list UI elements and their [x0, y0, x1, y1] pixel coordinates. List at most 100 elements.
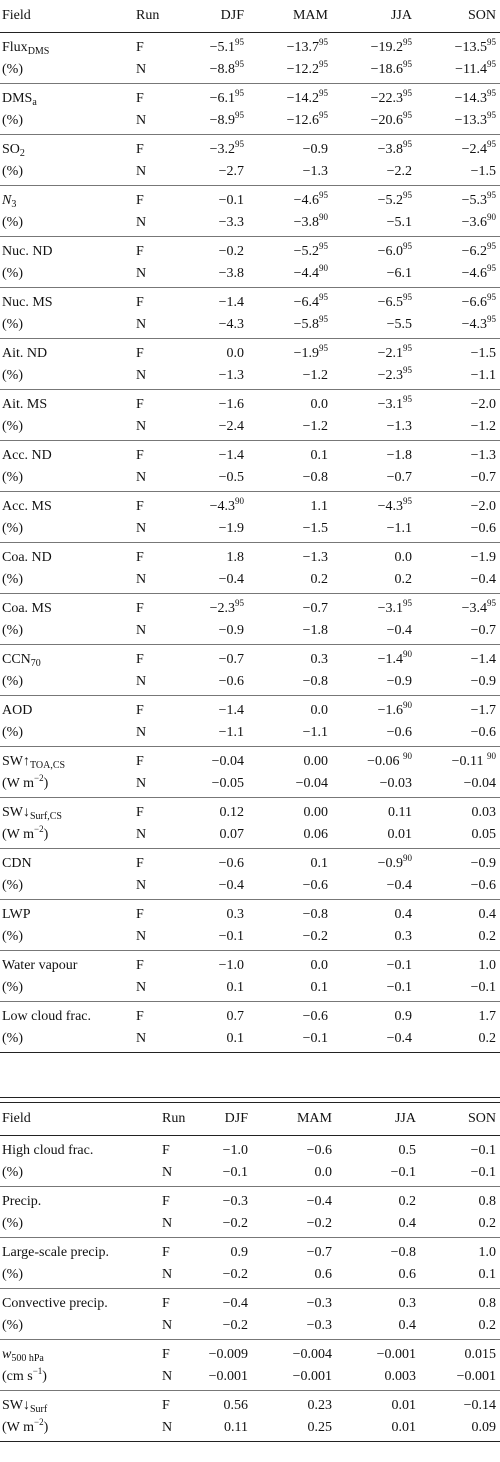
field-unit: (%) [2, 419, 23, 434]
value-cell: 0.1 [248, 849, 332, 876]
table-row: Convective precip. F −0.4 −0.3 0.3 0.8 [0, 1289, 500, 1316]
value-cell: 0.8 [420, 1187, 500, 1214]
value-cell: −2.395 [172, 594, 248, 621]
run-cell: N [136, 365, 172, 390]
value-cell: −1.0 [192, 1136, 252, 1163]
value: −0.11 [451, 754, 487, 769]
value-cell: −19.295 [332, 33, 416, 60]
value-cell: 0.03 [416, 798, 500, 825]
value-cell: −6.495 [248, 288, 332, 315]
value-cell: −3.295 [172, 135, 248, 162]
significance-level: 95 [487, 139, 496, 149]
run-cell: N [136, 926, 172, 951]
value: 0.2 [398, 1194, 417, 1209]
field-cell: Precip. [0, 1187, 162, 1214]
value-cell: −1.0 [172, 951, 248, 978]
value: 0.0 [310, 958, 329, 973]
field-name: Precip. [2, 1194, 42, 1209]
table-row: N3 F −0.1 −4.695 −5.295 −5.395 [0, 186, 500, 213]
run-cell: N [136, 569, 172, 594]
value-cell: −1.3 [416, 441, 500, 468]
value-cell: −6.595 [332, 288, 416, 315]
value-cell: 0.00 [248, 747, 332, 774]
value-cell: 0.1 [248, 441, 332, 468]
value: −1.1 [470, 368, 496, 383]
table-row: FluxDMS F −5.195 −13.795 −19.295 −13.595 [0, 33, 500, 60]
value: 0.0 [226, 346, 245, 361]
value-cell: 0.09 [420, 1417, 500, 1442]
value: 0.4 [398, 1216, 417, 1231]
table-row: Low cloud frac. F 0.7 −0.6 0.9 1.7 [0, 1002, 500, 1029]
value: −0.4 [306, 1194, 332, 1209]
value: −6.0 [377, 244, 403, 259]
run-cell: N [136, 620, 172, 645]
value: −0.3 [306, 1318, 332, 1333]
value-cell: −0.3 [192, 1187, 252, 1214]
significance-level: 90 [403, 751, 412, 761]
value-cell: −0.001 [252, 1366, 336, 1391]
value: −0.9 [470, 674, 496, 689]
value: −1.8 [386, 448, 412, 463]
significance-level: 90 [403, 700, 412, 710]
run-cell: F [136, 856, 144, 871]
value: −3.1 [377, 601, 403, 616]
value-cell: −8.995 [172, 110, 248, 135]
value-cell: −5.1 [332, 212, 416, 237]
value: −1.3 [386, 419, 412, 434]
field-cell: Acc. MS [0, 492, 136, 519]
value-cell: 0.1 [172, 1028, 248, 1053]
table-row: DMSa F −6.195 −14.295 −22.395 −14.395 [0, 84, 500, 111]
value: 0.1 [310, 980, 329, 995]
table-row: Nuc. ND F −0.2 −5.295 −6.095 −6.295 [0, 237, 500, 264]
value: −1.1 [218, 725, 244, 740]
field-cell: Water vapour [0, 951, 136, 978]
table-row: (%) N 0.1 0.1 −0.1 −0.1 [0, 977, 500, 1002]
value-cell: −0.11 90 [416, 747, 500, 774]
value: 0.07 [219, 827, 245, 842]
unit-close: ) [43, 827, 49, 842]
value: 0.6 [398, 1267, 417, 1282]
value-cell: −0.8 [248, 671, 332, 696]
value: 1.7 [478, 1009, 497, 1024]
field-subscript: 500 hPa [11, 1353, 44, 1364]
value-cell: 0.00 [248, 798, 332, 825]
field-cell: (W m−2) [0, 773, 136, 798]
field-subscript: 3 [11, 199, 17, 210]
field-cell: (%) [0, 518, 136, 543]
field-cell: Nuc. MS [0, 288, 136, 315]
value: 0.2 [478, 929, 497, 944]
value: 1.0 [478, 958, 497, 973]
value: −2.1 [377, 346, 403, 361]
value-cell: −0.009 [192, 1340, 252, 1367]
value-cell: −0.2 [192, 1315, 252, 1340]
table-row: CDN F −0.6 0.1 −0.990 −0.9 [0, 849, 500, 876]
run-cell: N [162, 1366, 192, 1391]
field-unit: (cm s [2, 1369, 33, 1384]
value: −0.6 [302, 878, 328, 893]
value: 0.11 [388, 805, 412, 820]
significance-level: 90 [319, 212, 328, 222]
value: −3.8 [377, 142, 403, 157]
field-unit: (W m [2, 776, 35, 791]
unit-exponent: −2 [34, 773, 44, 783]
value-cell: −0.5 [172, 467, 248, 492]
value: 0.2 [310, 572, 329, 587]
value-cell: 0.23 [252, 1391, 336, 1418]
value: −6.4 [293, 295, 319, 310]
value-cell: 0.4 [416, 900, 500, 927]
value: −3.8 [293, 215, 319, 230]
significance-level: 95 [487, 292, 496, 302]
field-unit: (%) [2, 623, 23, 638]
value-cell: −0.7 [416, 620, 500, 645]
field-cell: (%) [0, 467, 136, 492]
value-cell: −1.6 [172, 390, 248, 417]
field-cell: High cloud frac. [0, 1136, 162, 1163]
value: 0.00 [303, 805, 329, 820]
field-name: Acc. ND [2, 448, 52, 463]
value: −0.9 [386, 674, 412, 689]
field-unit: (%) [2, 317, 23, 332]
value: 0.4 [398, 1318, 417, 1333]
value: 0.5 [398, 1143, 417, 1158]
significance-level: 95 [403, 139, 412, 149]
table-row: Acc. MS F −4.390 1.1 −4.395 −2.0 [0, 492, 500, 519]
